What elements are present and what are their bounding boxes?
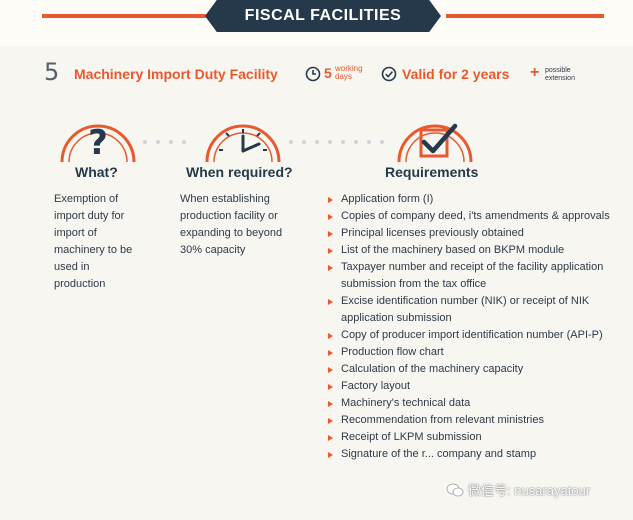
list-item: Recommendation from relevant ministries: [328, 412, 618, 429]
list-item: Application form (I): [328, 191, 618, 208]
clock-icon: [305, 66, 321, 82]
list-item: Taxpayer number and receipt of the facil…: [328, 259, 618, 293]
banner-title: FISCAL FACILITIES: [244, 7, 402, 24]
requirements-list: Application form (I) Copies of company d…: [328, 191, 618, 463]
extension-note: possible extension: [545, 67, 575, 82]
list-item: Receipt of LKPM submission: [328, 429, 618, 446]
banner-plate: FISCAL FACILITIES: [205, 0, 441, 32]
list-item: Copy of producer import identification n…: [328, 327, 618, 344]
facility-title: Machinery Import Duty Facility: [74, 66, 278, 82]
list-item: Excise identification number (NIK) or re…: [328, 293, 618, 327]
list-item: List of the machinery based on BKPM modu…: [328, 242, 618, 259]
list-item: Signature of the r... company and stamp: [328, 446, 618, 463]
when-description: When establishing production facility or…: [180, 193, 283, 256]
connector-dots: [143, 140, 186, 144]
list-item: Principal licenses previously obtained: [328, 225, 618, 242]
wechat-icon: [446, 483, 464, 496]
banner-line-left: [42, 14, 207, 18]
processing-days-number: 5: [324, 65, 332, 81]
svg-text:?: ?: [88, 123, 108, 162]
requirements-heading: Requirements: [385, 164, 479, 180]
watermark: 微信号: nusarayatour: [446, 480, 590, 499]
plus-sign: +: [530, 64, 540, 81]
checkbox-icon: [397, 123, 473, 162]
when-heading: When required?: [186, 164, 293, 180]
banner-line-right: [446, 14, 604, 18]
section-banner: FISCAL FACILITIES: [0, 0, 633, 38]
list-item: Factory layout: [328, 378, 618, 395]
check-circle-icon: [381, 66, 397, 82]
question-mark-icon: ?: [60, 123, 136, 162]
validity-text: Valid for 2 years: [402, 66, 510, 82]
list-item: Calculation of the machinery capacity: [328, 361, 618, 378]
list-item: Production flow chart: [328, 344, 618, 361]
connector-dots: [289, 140, 384, 144]
processing-days-label: working days: [335, 64, 363, 81]
watermark-text: 微信号: nusarayatour: [468, 483, 591, 498]
what-description: Exemption of import duty for import of m…: [54, 193, 133, 290]
clock-icon: [205, 124, 281, 162]
content-panel: [0, 46, 633, 520]
what-heading: What?: [75, 164, 118, 180]
list-item: Machinery's technical data: [328, 395, 618, 412]
list-item: Copies of company deed, i'ts amendments …: [328, 208, 618, 225]
facility-number: 5: [44, 58, 60, 86]
